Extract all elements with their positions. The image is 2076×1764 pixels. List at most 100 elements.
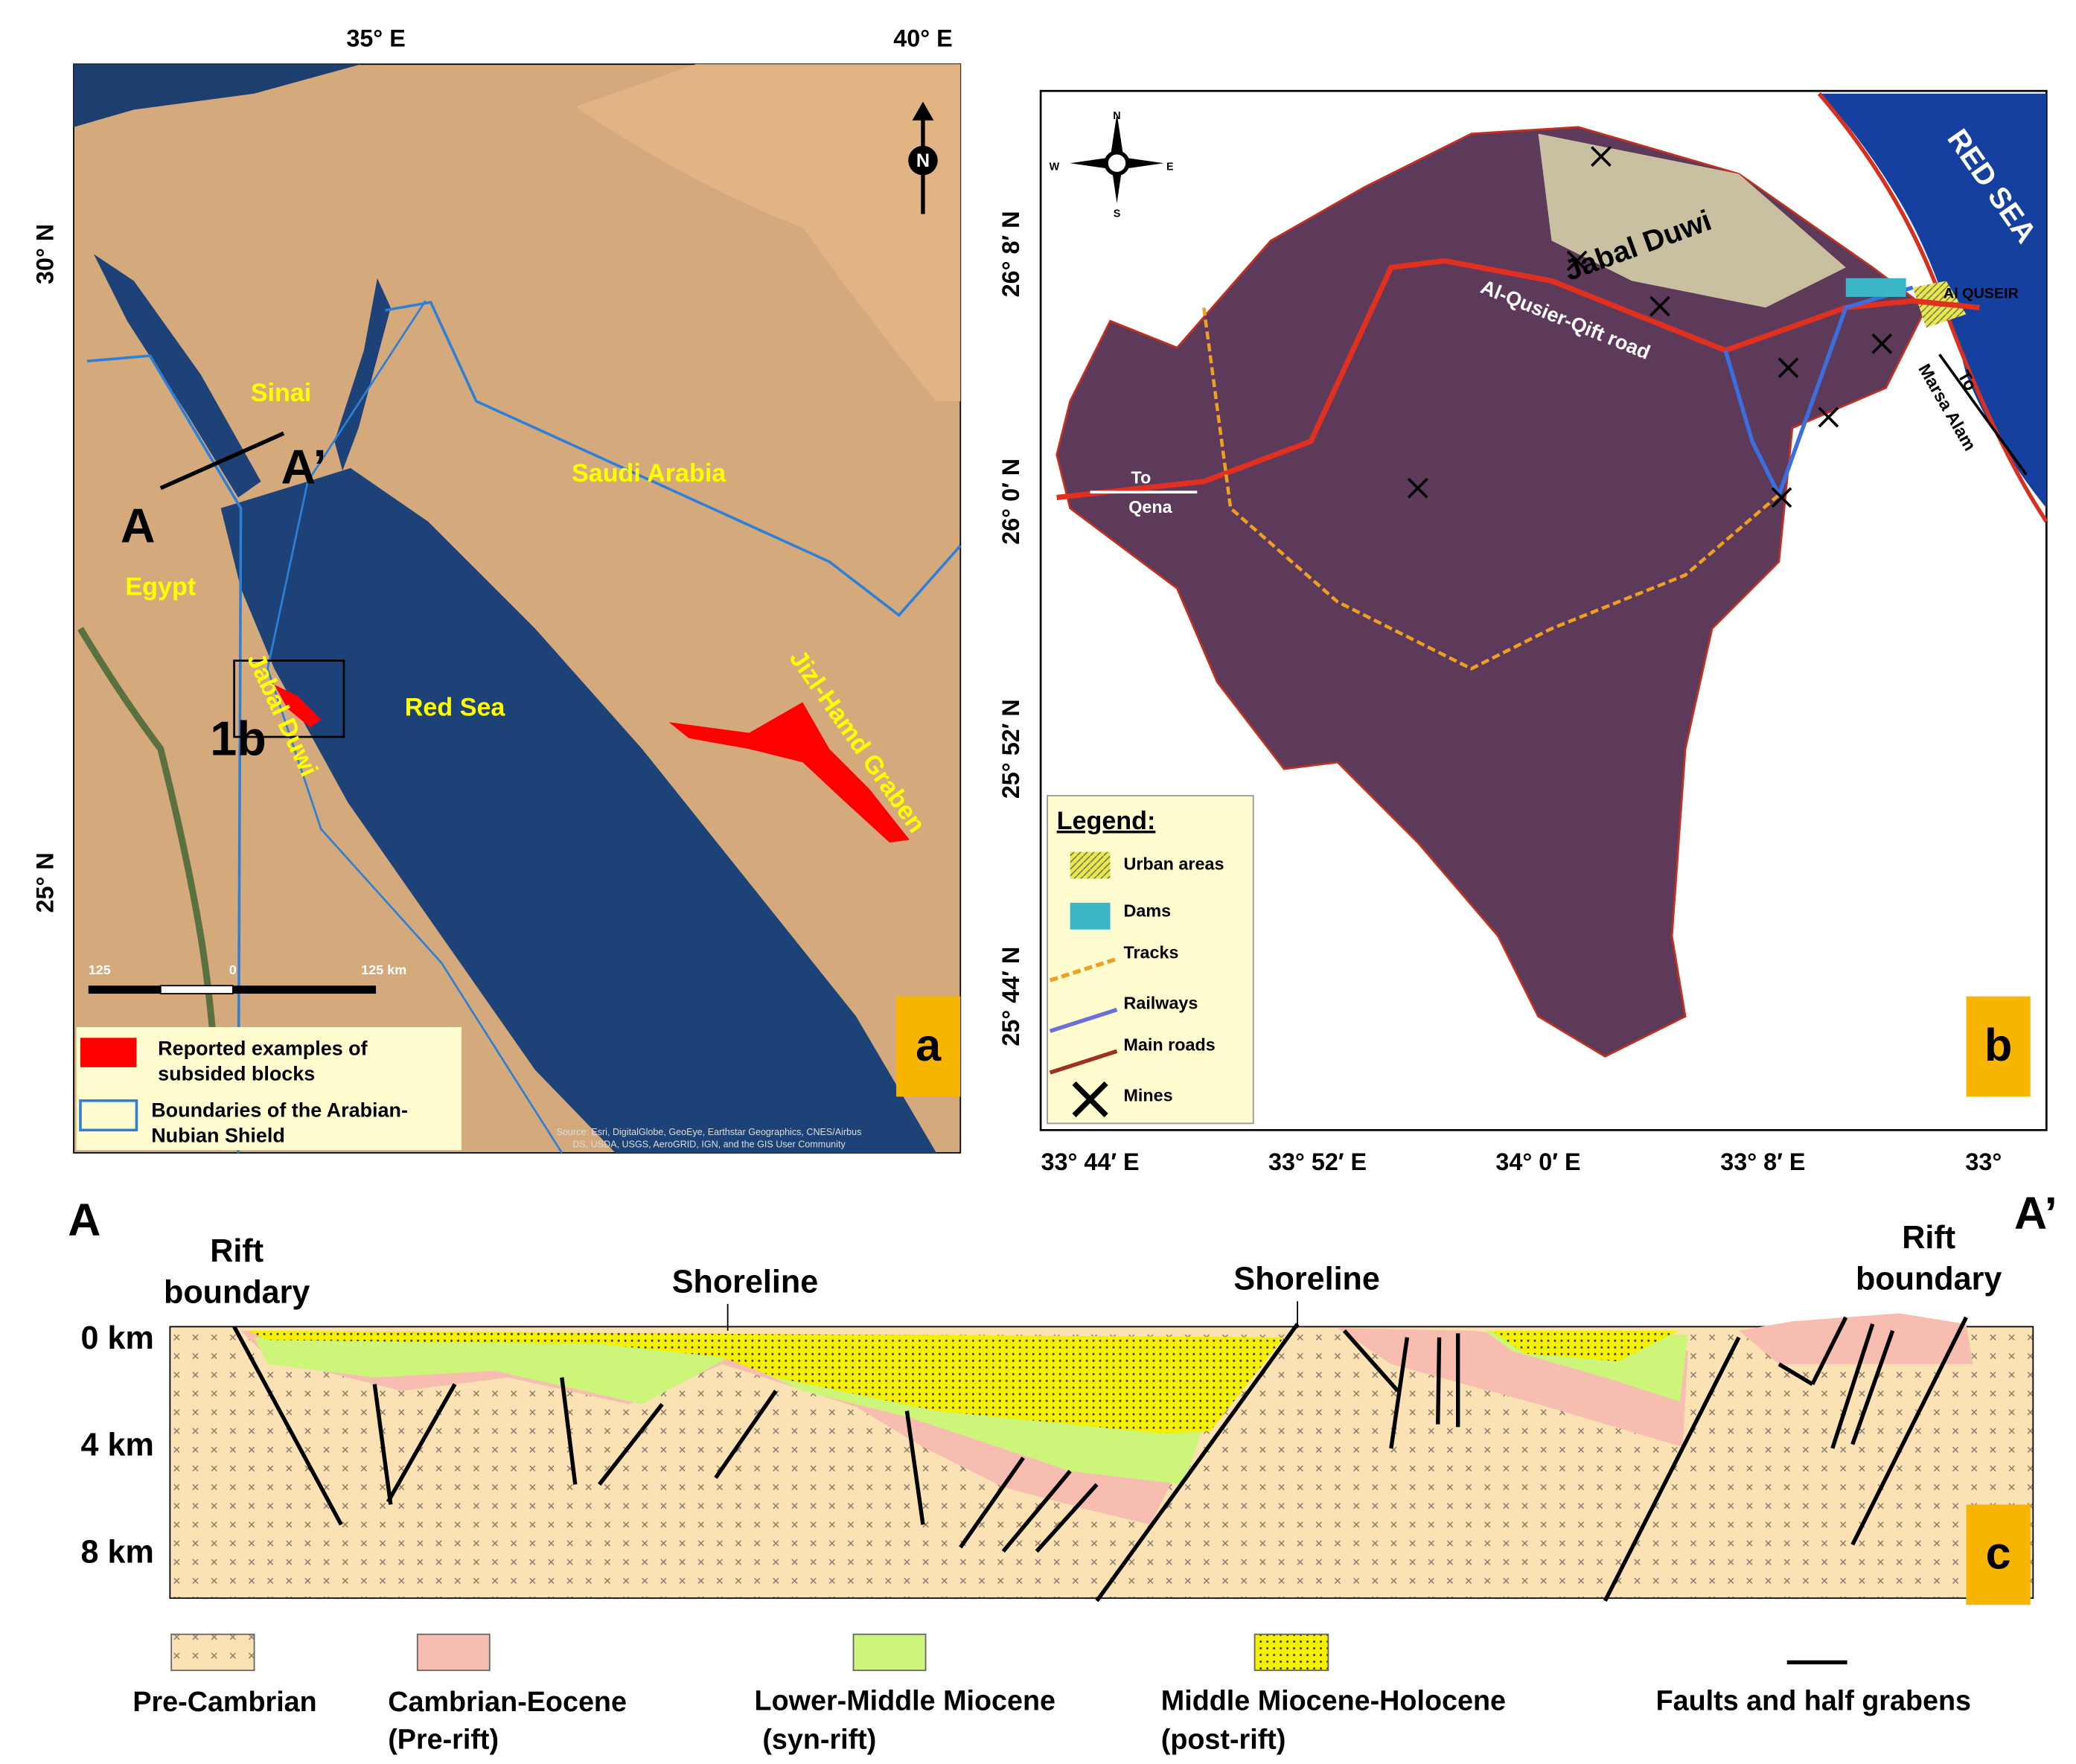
legend-swatch [79,1099,138,1132]
legend-swatch [170,1633,255,1672]
legend-swatch [1070,851,1111,879]
section-label: boundary [1856,1262,2002,1297]
legend-swatch [1070,902,1111,930]
gulf-aqaba [334,278,391,471]
red-sea [220,467,936,1153]
section-end: A [121,499,156,553]
legend-swatch [1253,1633,1329,1672]
legend-text: Mines [1123,1086,1172,1105]
mediterranean [73,64,362,127]
place-label: Sinai [251,379,312,407]
lon-label: 33° 8′ E [1720,1148,1805,1175]
legend-a [76,1026,462,1151]
legend-text: (syn-rift) [762,1723,876,1754]
legend-text: Tracks [1123,942,1178,962]
compass-label: N [1113,110,1120,122]
gulf-suez [93,254,261,498]
shield-boundary [266,300,563,1154]
dams [1845,278,1906,297]
section-label: Shoreline [672,1264,818,1300]
lon-label: 33° 44′ E [1041,1148,1140,1175]
mines [1407,146,1893,508]
legend-text: Lower-Middle Miocene [755,1684,1055,1716]
lon-label: 33° [1965,1148,2002,1175]
source-text: Source: Esri, DigitalGlobe, GeoEye, Eart… [557,1127,862,1137]
legend-swatch [1072,1081,1108,1118]
cambrian-eocene [1739,1313,1973,1364]
panel-a: N 35° E 40° E 30° N 25° N Sinai Saudi Ar… [32,25,962,1154]
place-label: Saudi Arabia [572,459,726,488]
panel-tag-box [1966,1504,2031,1605]
section-label: Rift [1902,1220,1955,1256]
panel-tag: b [1984,1020,2012,1070]
section-label: Shoreline [1233,1262,1379,1297]
north-label: N [916,150,930,171]
panel-tag-box [1966,996,2031,1097]
place-label: Al QUSEIR [1944,286,2019,302]
legend-swatch [80,1038,137,1067]
section-label: Rift [210,1233,264,1269]
faults [232,1316,1968,1602]
red-sea-b [1818,93,2047,508]
inset-box [233,659,345,738]
lat-label: 25° 52′ N [997,699,1024,799]
legend-swatch [416,1633,491,1672]
legend-text: Reported examples of [158,1038,368,1060]
section-end: A [68,1195,100,1245]
post-rift [247,1330,1285,1434]
lat-label: 30° N [32,224,59,284]
section-end: A’ [281,440,326,494]
panel-tag: c [1986,1528,2011,1579]
legend-text: Dams [1123,901,1171,921]
lat-label: 26° 8′ N [997,211,1024,297]
legend-text: subsided blocks [158,1063,315,1085]
compass-label: E [1166,161,1174,173]
scale-label: 0 [229,962,237,977]
subsided-block [668,702,910,843]
legend-text: Boundaries of the Arabian- [151,1099,408,1121]
main-road [1056,258,1980,500]
depth-label: 0 km [81,1320,154,1356]
compass-b [1070,113,1164,204]
legend-swatch [1049,1049,1118,1075]
subsided-block [274,684,322,728]
compass-label: S [1114,208,1121,220]
scale-bar [232,985,377,994]
place-label: Egypt [125,573,196,601]
panel-b: N E S W RED SEA Jabal Duwi Al-Qusier-Qif… [997,89,2048,1175]
source-text: DS, USDA, USGS, AeroGRID, IGN, and the G… [572,1139,846,1149]
legend-text: Middle Miocene-Holocene [1161,1684,1506,1716]
legend-text: Pre-Cambrian [132,1686,316,1717]
panel-c: A A’ Rift boundary Rift boundary Shoreli… [68,1188,2057,1754]
legend-text: Urban areas [1123,854,1224,874]
lon-label: 34° 0′ E [1495,1148,1580,1175]
direction-arrow [1938,354,2028,476]
scale-label: 125 km [361,962,406,977]
scale-label: 125 [89,962,111,977]
study-area [1055,126,1928,1058]
lon-label: 33° 52′ E [1268,1148,1367,1175]
place-label: To [1131,467,1151,487]
shield-boundary [86,354,243,1153]
place-label: Qena [1128,497,1172,517]
lat-label: 26° 0′ N [997,458,1024,545]
scale-bar [159,985,234,994]
jabal-duwi-area [1538,133,1846,308]
section-end: A’ [2014,1188,2057,1239]
lat-label: 25° N [32,852,59,913]
legend-text: Nubian Shield [151,1124,285,1146]
legend-text: Railways [1123,994,1198,1013]
north-arrow-head [912,101,934,121]
lat-label: 25° 44′ N [997,947,1024,1046]
depth-label: 4 km [81,1428,154,1463]
legend-text: Cambrian-Eocene [388,1686,627,1717]
legend-title: Legend: [1057,807,1156,835]
panel-tag: a [916,1020,942,1070]
legend-text: Main roads [1123,1035,1215,1054]
depth-label: 8 km [81,1534,154,1570]
place-label: Red Sea [405,693,506,721]
lon-label: 35° E [346,25,405,51]
north-badge [908,145,938,176]
